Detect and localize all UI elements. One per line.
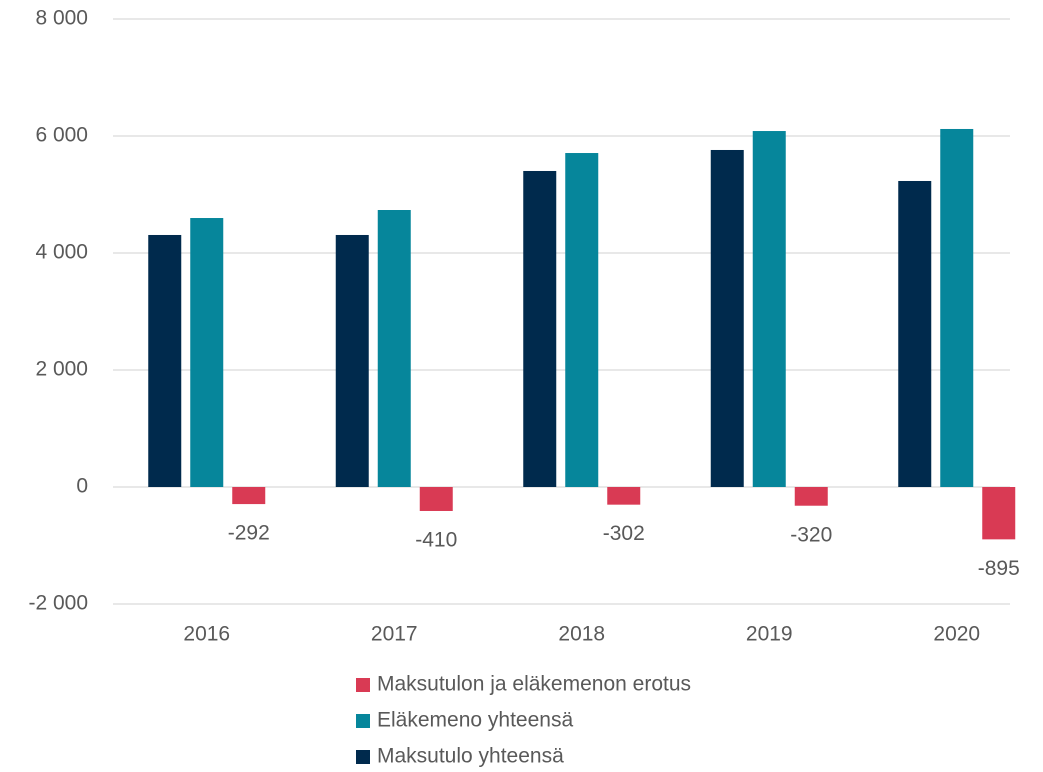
x-tick-label: 2020 [933, 623, 980, 646]
bar [607, 487, 641, 505]
legend-label: Maksutulo yhteensä [377, 745, 564, 768]
x-tick-label: 2017 [371, 623, 418, 646]
bar [710, 149, 744, 487]
data-label: -302 [603, 522, 645, 545]
y-tick-label: -2 000 [28, 592, 88, 615]
bar [982, 487, 1016, 540]
x-tick-label: 2019 [746, 623, 793, 646]
data-label: -895 [978, 557, 1020, 580]
bar [190, 218, 224, 487]
bar [565, 153, 599, 487]
legend-label: Maksutulon ja eläkemenon erotus [377, 673, 691, 696]
x-tick-label: 2016 [183, 623, 230, 646]
bar [523, 170, 557, 487]
bar [148, 234, 182, 487]
legend-label: Eläkemeno yhteensä [377, 709, 573, 732]
bar [898, 180, 932, 487]
bar [232, 487, 266, 505]
y-tick-label: 4 000 [35, 241, 88, 264]
y-tick-label: 8 000 [35, 7, 88, 30]
bar [940, 128, 974, 488]
bar [752, 131, 786, 487]
y-tick-label: 2 000 [35, 358, 88, 381]
bar [335, 234, 369, 487]
data-label: -320 [790, 523, 832, 546]
data-label: -410 [415, 529, 457, 552]
x-tick-label: 2018 [558, 623, 605, 646]
legend-swatch [356, 678, 370, 692]
y-tick-label: 0 [76, 475, 88, 498]
bar [794, 487, 828, 506]
bar [377, 210, 411, 487]
legend-swatch [356, 750, 370, 764]
bar [419, 487, 453, 511]
y-tick-label: 6 000 [35, 124, 88, 147]
data-label: -292 [228, 522, 270, 545]
legend-swatch [356, 714, 370, 728]
